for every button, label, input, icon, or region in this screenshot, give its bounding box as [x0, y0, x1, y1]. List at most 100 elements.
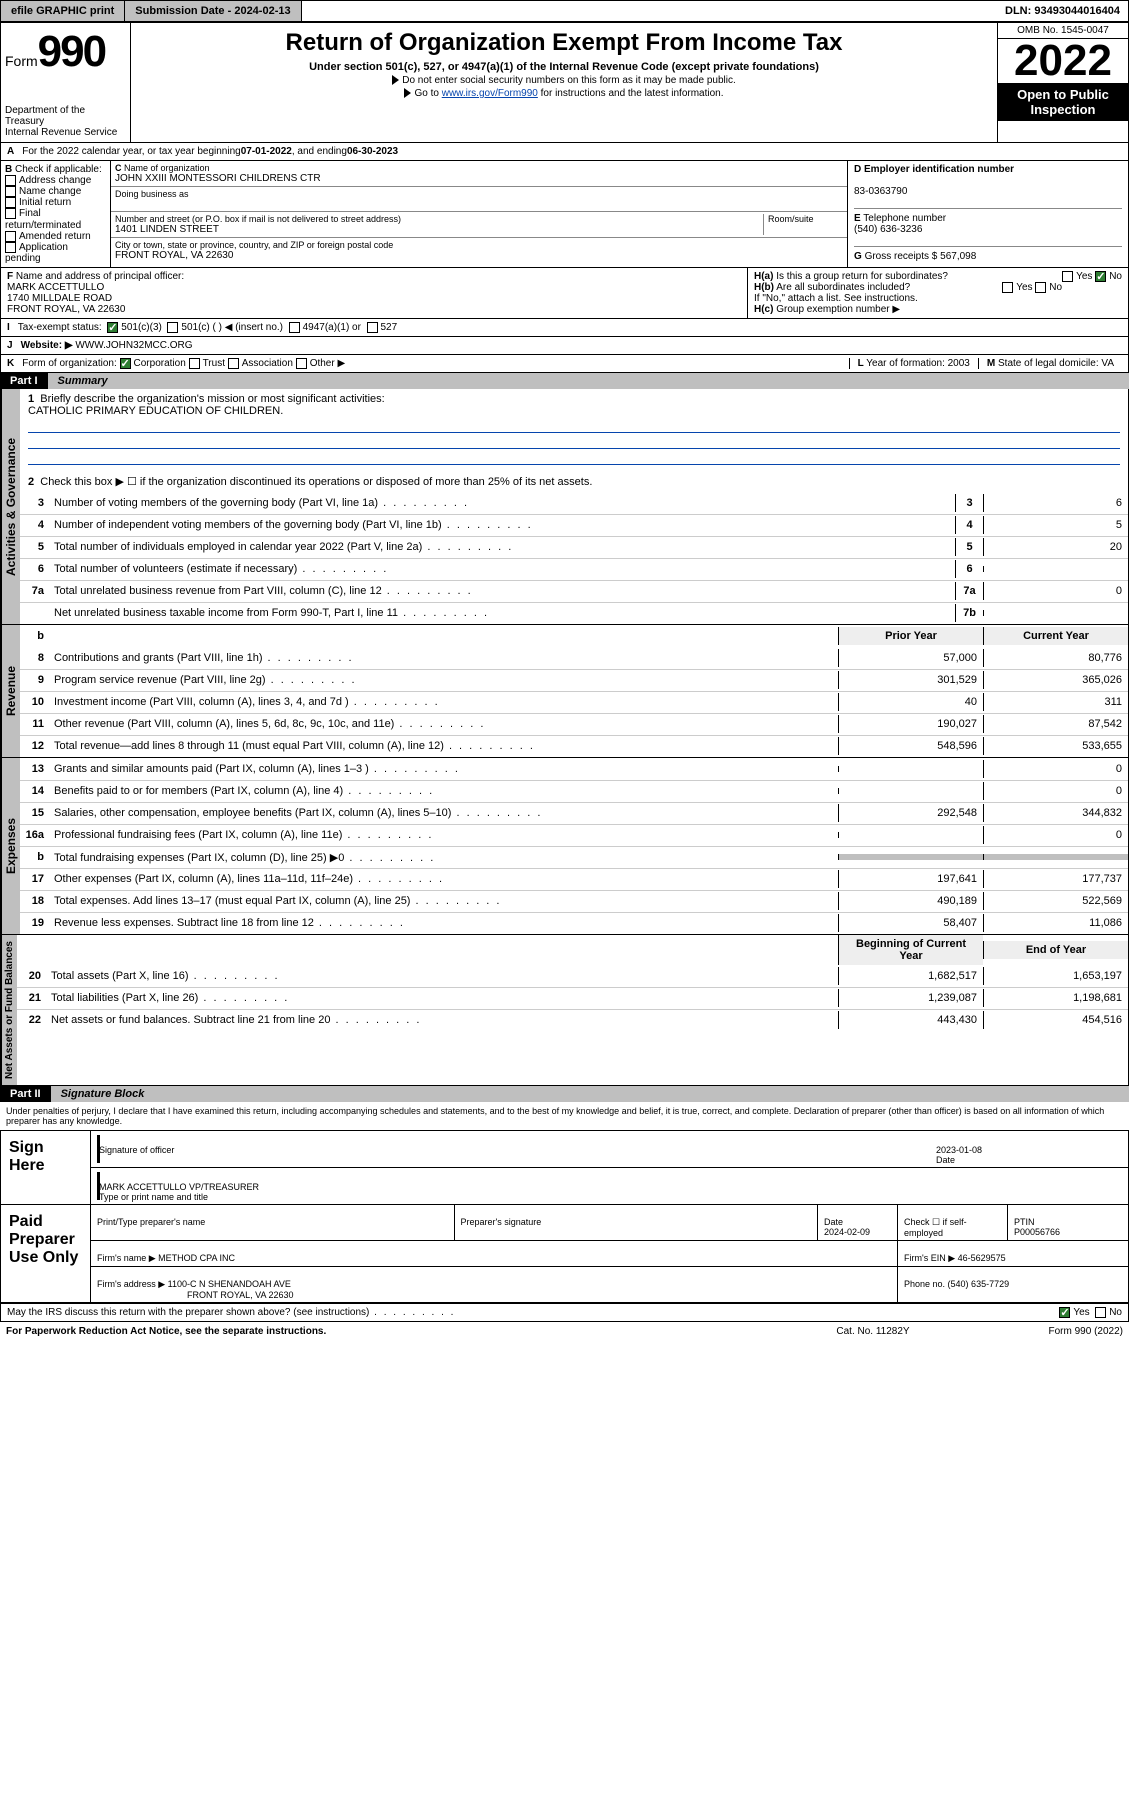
- checkbox-hb-yes[interactable]: [1002, 282, 1013, 293]
- org-name-row: C Name of organization JOHN XXIII MONTES…: [111, 161, 847, 187]
- website-value: WWW.JOHN32MCC.ORG: [75, 340, 192, 351]
- cb-label-4: Amended return: [19, 231, 91, 242]
- checkbox-trust[interactable]: [189, 358, 200, 369]
- part1-title: Summary: [48, 373, 1129, 389]
- form-ref: Form 990 (2022): [973, 1326, 1123, 1337]
- tax-exempt-status-row: I Tax-exempt status: 501(c)(3) 501(c) ( …: [0, 319, 1129, 337]
- discuss-row: May the IRS discuss this return with the…: [0, 1304, 1129, 1322]
- letter-i: I: [7, 322, 10, 333]
- form-of-org-row: K Form of organization: Corporation Trus…: [0, 355, 1129, 373]
- line-num: 22: [17, 1014, 47, 1026]
- letter-l: L: [858, 358, 864, 369]
- yes-1: Yes: [1076, 271, 1092, 282]
- sig-officer-label: Signature of officer: [99, 1145, 174, 1155]
- dln-label: DLN:: [1005, 5, 1034, 17]
- checkbox-assoc[interactable]: [228, 358, 239, 369]
- checkbox-other[interactable]: [296, 358, 307, 369]
- principal-officer: F Name and address of principal officer:…: [1, 268, 748, 318]
- efile-print-button[interactable]: efile GRAPHIC print: [1, 1, 125, 21]
- num-2: 2: [28, 476, 34, 488]
- website-label: Website: ▶: [21, 340, 73, 351]
- line-value: 0: [983, 582, 1128, 600]
- summary-line: 10 Investment income (Part VIII, column …: [20, 691, 1128, 713]
- tax-exempt-label: Tax-exempt status:: [18, 322, 102, 333]
- line-value: 5: [983, 516, 1128, 534]
- prior-value: [838, 854, 983, 860]
- letter-k: K: [7, 358, 14, 369]
- org-name: JOHN XXIII MONTESSORI CHILDRENS CTR: [115, 173, 843, 184]
- website-row: J Website: ▶ WWW.JOHN32MCC.ORG: [0, 337, 1129, 355]
- checkbox-app-pending[interactable]: [5, 242, 16, 253]
- checkbox-discuss-no[interactable]: [1095, 1307, 1106, 1318]
- prior-year-hdr: Prior Year: [838, 627, 983, 645]
- summary-line: Net unrelated business taxable income fr…: [20, 602, 1128, 624]
- checkbox-ha-no[interactable]: [1095, 271, 1106, 282]
- tax-year: 2022: [998, 39, 1128, 83]
- checkbox-discuss-yes[interactable]: [1059, 1307, 1070, 1318]
- label-hc: H(c): [754, 304, 773, 315]
- prior-value: 443,430: [838, 1011, 983, 1029]
- form-title: Return of Organization Exempt From Incom…: [141, 29, 987, 57]
- line-value: [983, 566, 1128, 572]
- checkbox-4947[interactable]: [289, 322, 300, 333]
- org-name-label: Name of organization: [124, 163, 210, 173]
- current-value: 0: [983, 760, 1128, 778]
- blank: [47, 947, 838, 953]
- checkbox-name-change[interactable]: [5, 186, 16, 197]
- checkbox-501c3[interactable]: [107, 322, 118, 333]
- summary-line: 17 Other expenses (Part IX, column (A), …: [20, 868, 1128, 890]
- firm-ein-cell: Firm's EIN ▶ 46-5629575: [898, 1241, 1128, 1266]
- form-header: Form990 Department of the Treasury Inter…: [0, 22, 1129, 143]
- line-text: Total liabilities (Part X, line 26): [47, 989, 838, 1007]
- checkbox-amended[interactable]: [5, 231, 16, 242]
- gross-label: Gross receipts $: [865, 251, 941, 262]
- checkbox-501c[interactable]: [167, 322, 178, 333]
- discuss-question: May the IRS discuss this return with the…: [7, 1307, 455, 1318]
- dept-treasury: Department of the Treasury: [5, 105, 126, 127]
- no-2: No: [1049, 282, 1062, 293]
- q1-value: CATHOLIC PRIMARY EDUCATION OF CHILDREN.: [28, 405, 283, 417]
- officer-addr1: 1740 MILLDALE ROAD: [7, 293, 112, 304]
- part2-num: Part II: [0, 1086, 51, 1102]
- prior-value: 197,641: [838, 870, 983, 888]
- checkbox-ha-yes[interactable]: [1062, 271, 1073, 282]
- prep-name-hdr: Print/Type preparer's name: [91, 1205, 455, 1240]
- prep-date-cell: Date2024-02-09: [818, 1205, 898, 1240]
- line-num: 3: [20, 497, 50, 509]
- label-ha: H(a): [754, 271, 773, 282]
- summary-line: 14 Benefits paid to or for members (Part…: [20, 780, 1128, 802]
- letter-g: G: [854, 251, 862, 262]
- cb-label-1: Name change: [19, 186, 81, 197]
- checkbox-address-change[interactable]: [5, 175, 16, 186]
- dln: DLN: 93493044016404: [997, 1, 1128, 21]
- check-if-applicable: Check if applicable:: [15, 164, 102, 175]
- net-col-header: Beginning of Current Year End of Year: [17, 935, 1128, 965]
- penalties-declaration: Under penalties of perjury, I declare th…: [0, 1102, 1129, 1130]
- summary-line: b Total fundraising expenses (Part IX, c…: [20, 846, 1128, 868]
- line-num: 13: [20, 763, 50, 775]
- cb-label-2: Initial return: [19, 197, 71, 208]
- current-value: 1,198,681: [983, 989, 1128, 1007]
- checkbox-hb-no[interactable]: [1035, 282, 1046, 293]
- current-value: [983, 854, 1128, 860]
- summary-line: 13 Grants and similar amounts paid (Part…: [20, 758, 1128, 780]
- summary-line: 18 Total expenses. Add lines 13–17 (must…: [20, 890, 1128, 912]
- sig-bar-icon: [97, 1135, 100, 1163]
- summary-line: 7a Total unrelated business revenue from…: [20, 580, 1128, 602]
- checkbox-initial-return[interactable]: [5, 197, 16, 208]
- line-num: 20: [17, 970, 47, 982]
- hb-note: If "No," attach a list. See instructions…: [754, 293, 918, 304]
- checkbox-final-return[interactable]: [5, 208, 16, 219]
- summary-line: 19 Revenue less expenses. Subtract line …: [20, 912, 1128, 934]
- line-text: Other expenses (Part IX, column (A), lin…: [50, 870, 838, 888]
- year-end: 06-30-2023: [347, 146, 398, 157]
- line-box: 4: [955, 516, 983, 534]
- checkbox-527[interactable]: [367, 322, 378, 333]
- line-text: Other revenue (Part VIII, column (A), li…: [50, 715, 838, 733]
- part1-header: Part I Summary: [0, 373, 1129, 389]
- blank: [50, 633, 838, 639]
- letter-f: F: [7, 271, 13, 282]
- line-num: 7a: [20, 585, 50, 597]
- checkbox-corp[interactable]: [120, 358, 131, 369]
- irs-link[interactable]: www.irs.gov/Form990: [442, 88, 538, 99]
